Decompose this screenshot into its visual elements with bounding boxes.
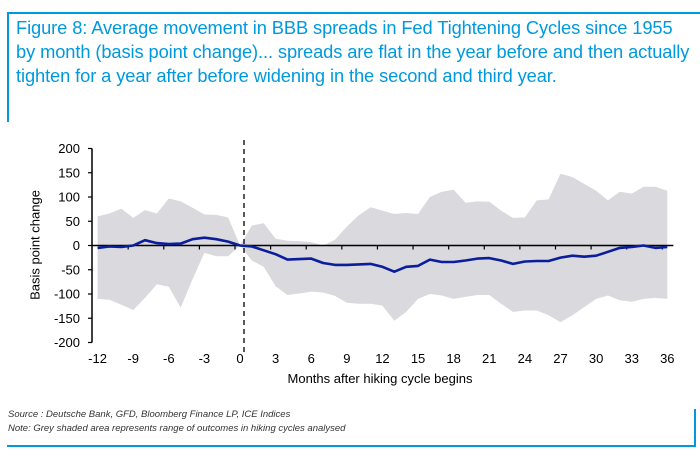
y-axis-title: Basis point change (27, 190, 43, 300)
x-tick-label: 12 (375, 351, 389, 366)
axes (88, 140, 674, 352)
x-tick-label: 0 (236, 351, 243, 366)
source-frame (7, 409, 696, 447)
x-tick-label: 6 (308, 351, 315, 366)
title-frame (7, 12, 700, 122)
source-text: Source : Deutsche Bank, GFD, Bloomberg F… (8, 409, 291, 420)
x-tick-label: -9 (127, 351, 139, 366)
x-tick-label: -3 (199, 351, 211, 366)
range-band (97, 173, 668, 323)
x-tick-label: 27 (553, 351, 567, 366)
x-tick-label: 3 (272, 351, 279, 366)
x-tick-label: 36 (660, 351, 674, 366)
y-tick-label: -50 (61, 262, 80, 277)
y-tick-label: 100 (58, 190, 80, 205)
y-tick-label: 150 (58, 165, 80, 180)
y-tick-label: 200 (58, 141, 80, 156)
x-tick-label: 9 (343, 351, 350, 366)
x-tick-label: 30 (589, 351, 603, 366)
y-tick-label: 0 (73, 238, 80, 253)
x-tick-label: 24 (518, 351, 532, 366)
x-tick-label: 18 (446, 351, 460, 366)
note-text: Note: Grey shaded area represents range … (8, 423, 346, 434)
y-tick-label: -100 (54, 287, 80, 302)
y-tick-label: -200 (54, 335, 80, 350)
range-band-layer (97, 173, 668, 323)
x-tick-label: 33 (624, 351, 638, 366)
x-tick-label: -12 (88, 351, 107, 366)
y-tick-label: 50 (66, 214, 80, 229)
average-line (97, 236, 668, 274)
x-tick-label: 21 (482, 351, 496, 366)
y-tick-label: -150 (54, 311, 80, 326)
x-tick-label: -6 (163, 351, 175, 366)
average-line-layer (97, 236, 668, 274)
x-tick-label: 15 (411, 351, 425, 366)
x-axis-title: Months after hiking cycle begins (287, 371, 473, 386)
figure-title: Figure 8: Average movement in BBB spread… (16, 17, 690, 86)
